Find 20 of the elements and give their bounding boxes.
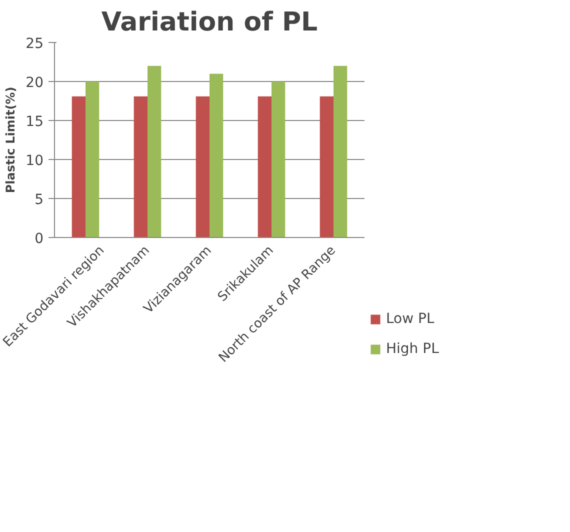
bar: [258, 96, 272, 238]
legend-label: Low PL: [386, 311, 436, 327]
bar: [196, 96, 210, 238]
y-tick-label: 15: [26, 114, 44, 130]
y-tick-label: 20: [26, 75, 44, 91]
y-tick-label: 10: [26, 153, 44, 169]
bar: [86, 82, 100, 238]
bar: [272, 82, 286, 238]
chart-title: Variation of PL: [101, 8, 318, 38]
bar: [320, 96, 334, 238]
y-axis-title: Plastic Limit(%): [4, 86, 18, 194]
bar: [134, 96, 148, 238]
bar: [148, 66, 162, 238]
legend-label: High PL: [386, 341, 440, 357]
y-tick-label: 0: [34, 231, 44, 247]
y-tick-label: 25: [26, 36, 44, 52]
y-tick-label: 5: [34, 192, 44, 208]
bar: [72, 96, 86, 238]
bar: [210, 74, 224, 238]
bar: [334, 66, 348, 238]
